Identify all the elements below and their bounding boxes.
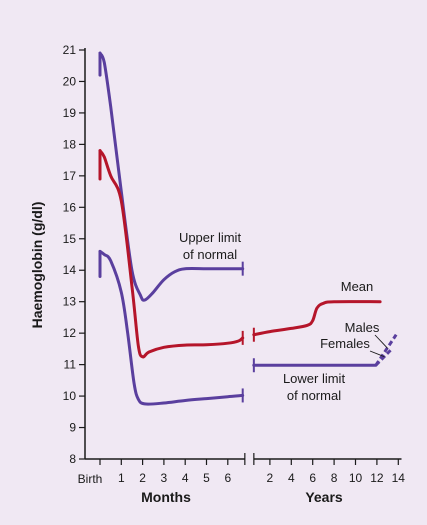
- y-tick-label: 18: [63, 137, 77, 151]
- y-tick-label: 20: [63, 74, 77, 88]
- lower-limit-label-line1: Lower limit: [283, 371, 346, 386]
- years-tick-label: 8: [331, 471, 338, 485]
- y-tick-label: 15: [63, 232, 77, 246]
- months-tick-label: 4: [182, 471, 189, 485]
- y-tick-label: 19: [63, 106, 77, 120]
- years-tick-label: 4: [288, 471, 295, 485]
- y-tick-label: 9: [69, 421, 76, 435]
- females-dashed-branch: [374, 347, 393, 367]
- females-label: Females: [320, 336, 370, 351]
- years-tick-label: 12: [370, 471, 384, 485]
- months-tick-label: 2: [139, 471, 146, 485]
- y-tick-label: 13: [63, 295, 77, 309]
- months-tick-label: 1: [118, 471, 125, 485]
- upper-limit-of-normal-months-line: [98, 51, 245, 302]
- y-tick-label: 21: [63, 43, 77, 57]
- y-tick-label: 10: [63, 389, 77, 403]
- upper-limit-label-line1: Upper limit: [179, 230, 242, 245]
- series-layer: [98, 51, 398, 406]
- y-tick-label: 14: [63, 263, 77, 277]
- y-tick-label: 8: [69, 452, 76, 466]
- lower-limit-of-normal-months-line: [98, 249, 245, 406]
- females-leader-line: [369, 350, 385, 358]
- y-tick-label: 16: [63, 200, 77, 214]
- lower-limit-label-line2: of normal: [287, 388, 341, 403]
- months-tick-label: 5: [203, 471, 210, 485]
- years-tick-label: 14: [392, 471, 406, 485]
- upper-limit-label-line2: of normal: [183, 247, 237, 262]
- years-tick-label: 2: [267, 471, 274, 485]
- mean-years-line: [252, 300, 382, 337]
- males-dashed-branch: [374, 333, 398, 367]
- males-leader-line: [374, 334, 388, 349]
- months-tick-label: 3: [161, 471, 168, 485]
- months-axis-title: Months: [141, 489, 191, 505]
- months-tick-label: 6: [224, 471, 231, 485]
- months-tick-label: Birth: [78, 472, 103, 486]
- males-label: Males: [345, 320, 380, 335]
- mean-label: Mean: [341, 279, 374, 294]
- y-axis-title: Haemoglobin (g/dl): [29, 202, 45, 329]
- y-tick-label: 17: [63, 169, 77, 183]
- years-axis-title: Years: [305, 489, 343, 505]
- years-tick-label: 6: [309, 471, 316, 485]
- y-tick-label: 12: [63, 326, 77, 340]
- years-tick-label: 10: [349, 471, 363, 485]
- y-tick-label: 11: [64, 358, 77, 372]
- mean-months-line: [98, 149, 245, 359]
